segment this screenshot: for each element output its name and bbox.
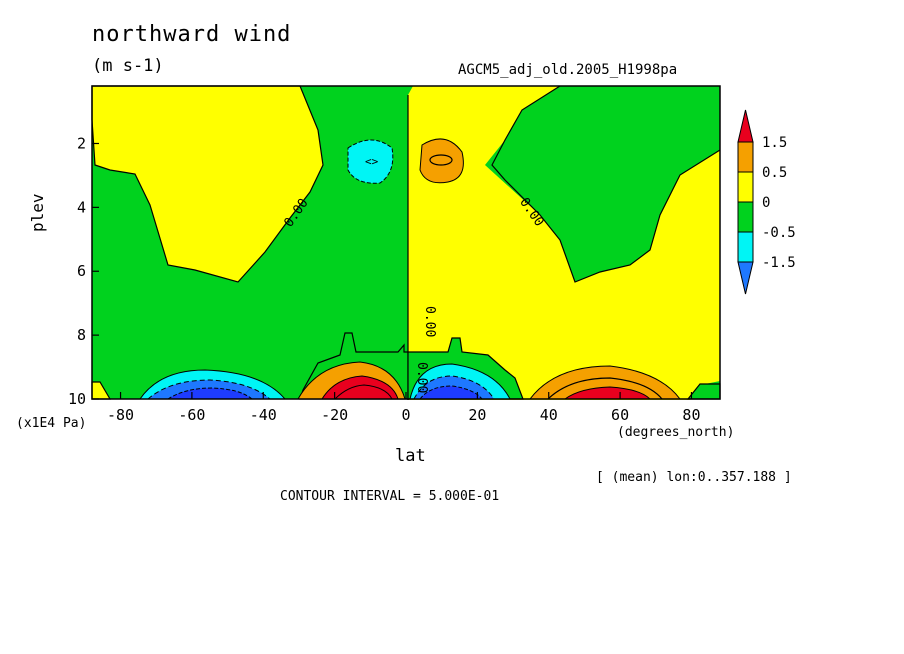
- red-surface-right: [563, 386, 652, 400]
- colorbar-segment: [737, 201, 754, 233]
- colorbar-segment: [737, 141, 754, 173]
- x-tick-label: 0: [401, 406, 410, 424]
- y-tick-label: 4: [77, 198, 86, 216]
- y-ticks: 2 4 6 8 10: [68, 134, 99, 408]
- x-axis-unit: (degrees_north): [617, 425, 735, 440]
- orange-upper-contour: [429, 154, 453, 166]
- zero-label-center-1: 0.00: [422, 306, 437, 337]
- colorbar-label: 1.5: [762, 135, 787, 151]
- x-tick-label: -80: [107, 406, 134, 424]
- y-tick-label: 6: [77, 262, 86, 280]
- colorbar-bottom-arrow: [737, 261, 754, 295]
- plot-area: 0.00 0.00 0.00 0.00 <>: [91, 85, 721, 400]
- x-tick-label: 60: [611, 406, 629, 424]
- colorbar: 1.5 0.5 0 -0.5 -1.5: [737, 109, 796, 295]
- x-tick-label: -20: [321, 406, 348, 424]
- chart-title: northward wind: [92, 22, 292, 47]
- contour-surface-center: [334, 384, 393, 400]
- orange-surface-right: [528, 365, 681, 400]
- mean-note: [ (mean) lon:0..357.188 ]: [596, 470, 792, 485]
- x-tick-label: -40: [250, 406, 277, 424]
- y-tick-label: 8: [77, 326, 86, 344]
- x-tick-label: -60: [178, 406, 205, 424]
- contour-surface-right-1: [547, 377, 663, 400]
- darkblue-surface-left: [166, 387, 254, 400]
- chart-units: (m s-1): [92, 56, 164, 76]
- x-axis-label: lat: [395, 446, 426, 466]
- yellow-region-left-upper: [91, 85, 324, 283]
- y-tick-label: 2: [77, 134, 86, 152]
- colorbar-segment: [737, 171, 754, 203]
- x-tick-label: 80: [682, 406, 700, 424]
- darkblue-surface-center: [418, 385, 484, 400]
- colorbar-label: -0.5: [762, 225, 796, 241]
- x-ticks: -80 -60 -40 -20 0 20 40 60 80: [107, 392, 700, 424]
- orange-upper-cell: [419, 138, 464, 184]
- contour-interval: CONTOUR INTERVAL = 5.000E-01: [280, 489, 500, 504]
- zero-label-center-2: 0.00: [414, 362, 429, 393]
- y-axis-unit: (x1E4 Pa): [16, 416, 87, 431]
- low-marker: <>: [365, 155, 379, 168]
- colorbar-label: 0: [762, 195, 770, 211]
- dataset-label: AGCM5_adj_old.2005_H1998pa: [458, 62, 678, 78]
- colorbar-label: -1.5: [762, 255, 796, 271]
- x-tick-label: 20: [468, 406, 486, 424]
- colorbar-label: 0.5: [762, 165, 787, 181]
- cyan-upper-cell: [347, 139, 394, 184]
- y-tick-label: 10: [68, 390, 86, 408]
- yellow-region-center-line: [407, 85, 721, 400]
- colorbar-top-arrow: [737, 109, 754, 143]
- yellow-region-center: [408, 86, 720, 400]
- x-tick-label: 40: [540, 406, 558, 424]
- colorbar-segment: [737, 231, 754, 263]
